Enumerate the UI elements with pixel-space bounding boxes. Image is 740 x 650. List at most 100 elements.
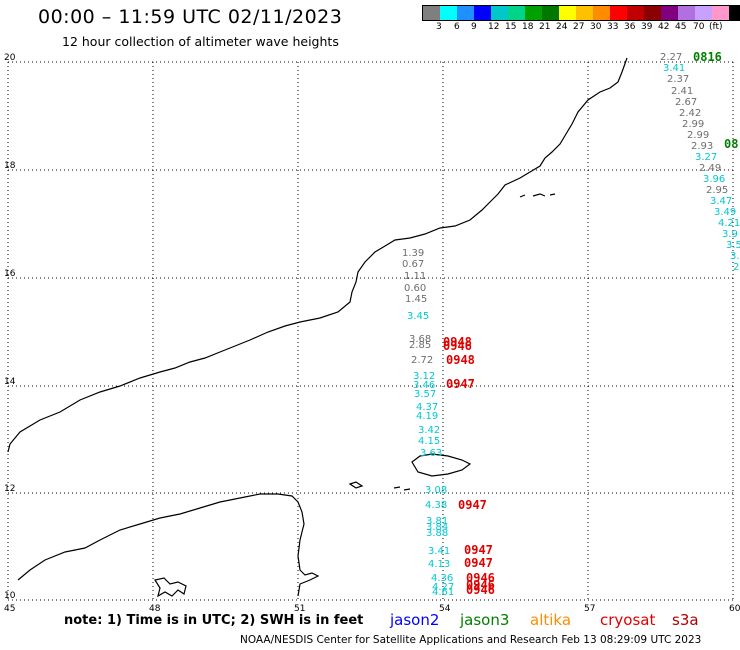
color-swatch (695, 6, 712, 20)
color-swatch (729, 6, 740, 20)
wave-height-value: 1.11 (404, 271, 427, 282)
wave-height-value: 4.27 (432, 582, 455, 593)
latitude-label: 14 (4, 377, 16, 387)
latitude-label: 18 (4, 161, 16, 171)
color-swatch (576, 6, 593, 20)
wave-height-value: 3.46 (413, 380, 436, 391)
color-swatch (627, 6, 644, 20)
color-scale-label: 33 (607, 22, 619, 32)
wave-height-value: 1.39 (402, 248, 425, 259)
pass-time-label: 0946 (466, 571, 495, 585)
wave-height-value: 3.42 (418, 425, 441, 436)
wave-height-value: 2.72 (411, 355, 434, 366)
pass-time-label: 08 (724, 137, 739, 151)
lat-lon-grid (7, 61, 734, 601)
wave-height-value: 2.42 (679, 108, 702, 119)
color-scale-label: 24 (556, 22, 568, 32)
coastline-horn-of-africa (17, 493, 320, 598)
color-swatch (508, 6, 525, 20)
wave-height-value: 2.85 (409, 340, 432, 351)
units-note: note: 1) Time is in UTC; 2) SWH is in fe… (64, 613, 364, 628)
color-scale-label: 30 (590, 22, 602, 32)
wave-height-value: 2.95 (706, 185, 729, 196)
wave-height-value: 3.08 (425, 485, 448, 496)
color-scale-label: 45 (675, 22, 687, 32)
color-scale-label: 70 (693, 22, 705, 32)
color-swatch (491, 6, 508, 20)
pass-time-label: 0947 (464, 556, 493, 570)
color-swatch (559, 6, 576, 20)
wave-height-value: 4.37 (416, 402, 439, 413)
pass-time-label: 0946 (443, 339, 472, 353)
wave-height-value: 2.49 (699, 163, 722, 174)
wave-height-color-scale (422, 5, 740, 21)
wave-height-value: 2.27 (660, 52, 683, 63)
color-swatch (661, 6, 678, 20)
pass-time-label: 0947 (458, 498, 487, 512)
chart-subtitle: 12 hour collection of altimeter wave hei… (62, 34, 339, 49)
color-scale-label: 9 (471, 22, 477, 32)
pass-time-label: 0946 (466, 578, 495, 592)
wave-height-value: 2.99 (682, 119, 705, 130)
color-swatch (440, 6, 457, 20)
color-swatch (525, 6, 542, 20)
longitude-label: 51 (294, 604, 305, 614)
wave-height-value: 4.21 (718, 218, 740, 229)
wave-height-value: 2.93 (691, 141, 714, 152)
color-scale-label: 6 (454, 22, 460, 32)
color-scale-label: (ft) (709, 22, 723, 32)
pass-time-label: 0948 (443, 335, 472, 349)
wave-height-value: 4.15 (418, 436, 441, 447)
wave-height-value: 0.67 (402, 259, 425, 270)
color-scale-label: 12 (488, 22, 500, 32)
wave-height-value: 4.38 (425, 500, 448, 511)
color-swatch (423, 6, 440, 20)
color-scale-label: 36 (624, 22, 636, 32)
color-scale-label: 39 (641, 22, 653, 32)
satellite-legend-jason2: jason2 (390, 611, 440, 629)
color-scale-label: 27 (573, 22, 585, 32)
wave-height-value: 3.27 (695, 152, 718, 163)
wave-height-value: 2.41 (671, 86, 694, 97)
satellite-legend-altika: altika (530, 611, 572, 629)
socotra-island (348, 453, 472, 491)
color-swatch (457, 6, 474, 20)
color-swatch (644, 6, 661, 20)
wave-height-value: 4.61 (432, 587, 455, 598)
color-scale-label: 18 (522, 22, 534, 32)
wave-height-value: 3.41 (663, 63, 686, 74)
wave-height-value: 4.36 (431, 573, 454, 584)
coastline-arabian-peninsula (7, 57, 628, 453)
color-swatch (542, 6, 559, 20)
pass-time-label: 0947 (464, 543, 493, 557)
wave-height-value: 3.47 (710, 196, 733, 207)
chart-title: 00:00 – 11:59 UTC 02/11/2023 (38, 6, 343, 28)
satellite-legend-cryosat: cryosat (600, 611, 656, 629)
wave-height-value: 3.96 (703, 174, 726, 185)
latitude-label: 20 (4, 53, 16, 63)
wave-height-value: 3.84 (426, 522, 449, 533)
pass-time-label: 0816 (693, 50, 722, 64)
color-swatch (593, 6, 610, 20)
color-swatch (610, 6, 627, 20)
latitude-label: 12 (4, 484, 15, 494)
latitude-label: 10 (4, 591, 16, 601)
wave-height-value: 3.45 (407, 311, 430, 322)
wave-height-value: 3.12 (413, 371, 436, 382)
wave-height-value: 3.41 (428, 546, 451, 557)
color-swatch (678, 6, 695, 20)
wave-height-value: 3.81 (426, 516, 449, 527)
pass-time-label: 0946 (466, 583, 495, 597)
wave-height-value: 3.68 (409, 334, 432, 345)
color-scale-label: 21 (539, 22, 551, 32)
wave-height-value: 3.9 (722, 229, 738, 240)
wave-height-value: 2. (733, 262, 740, 273)
longitude-label: 54 (439, 604, 451, 614)
wave-height-value: 2.37 (667, 74, 690, 85)
color-scale-label: 15 (505, 22, 517, 32)
wave-height-value: 1.45 (405, 294, 428, 305)
wave-height-value: 4.19 (416, 411, 439, 422)
satellite-legend-s3a: s3a (672, 611, 699, 629)
pass-time-label: 0948 (446, 353, 475, 367)
